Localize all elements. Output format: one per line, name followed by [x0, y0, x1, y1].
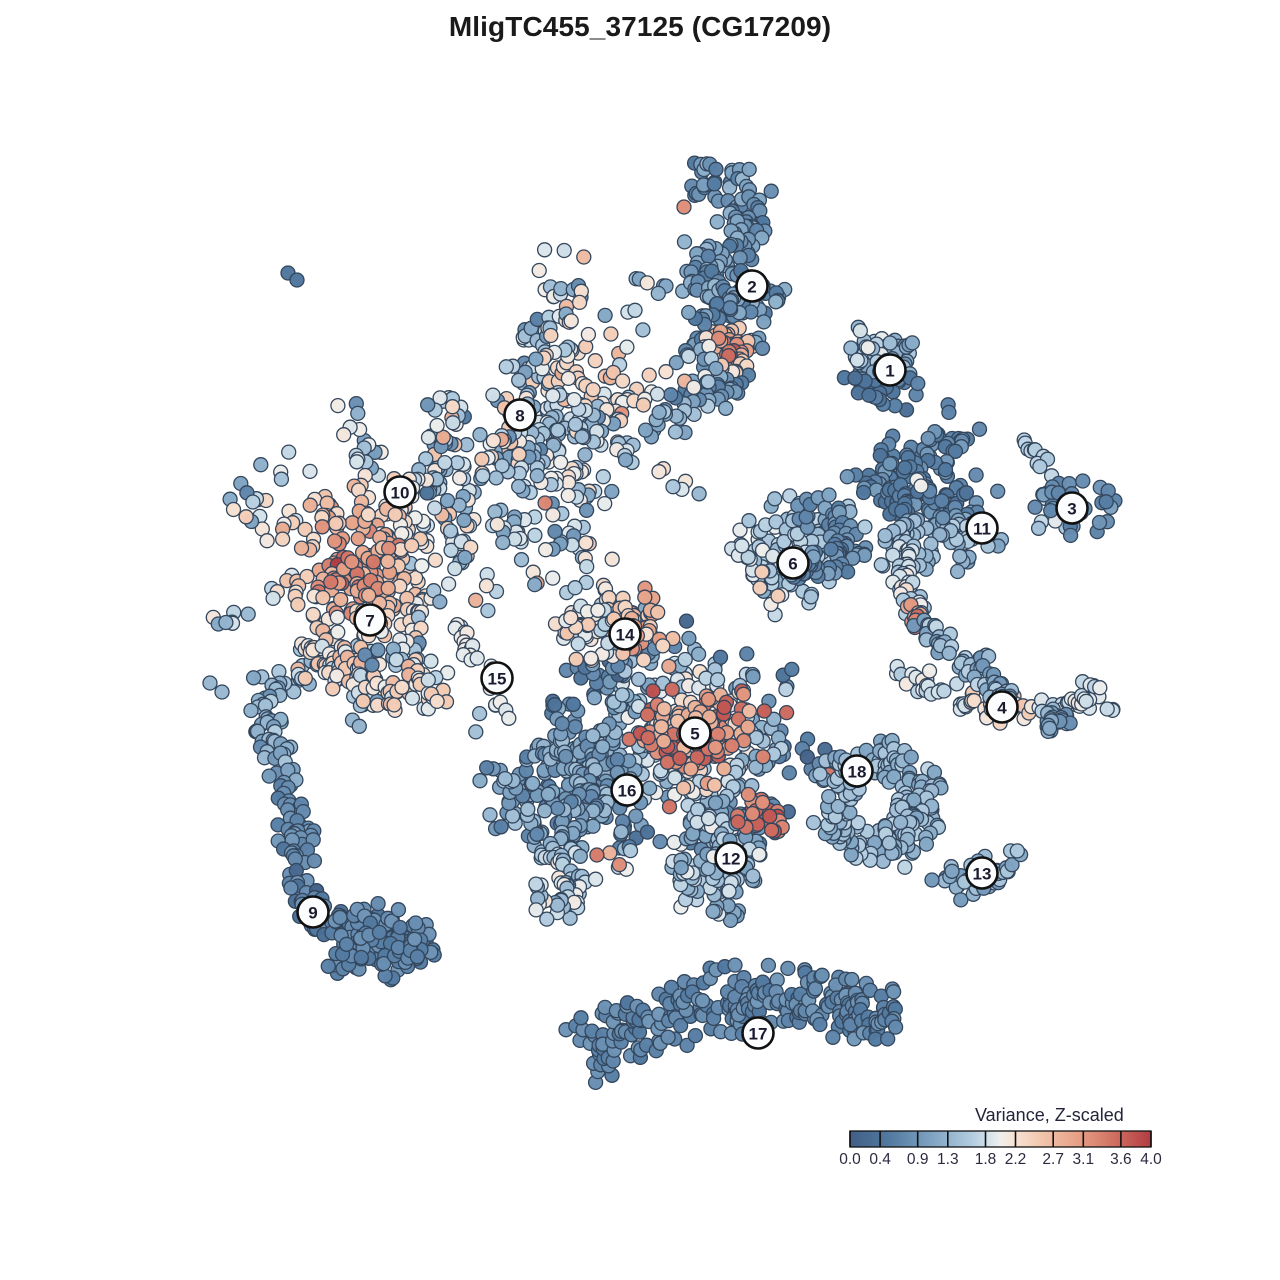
svg-text:18: 18 [848, 763, 867, 782]
svg-text:4: 4 [997, 699, 1007, 718]
svg-text:3.1: 3.1 [1073, 1151, 1095, 1168]
svg-text:5: 5 [690, 725, 699, 744]
svg-text:0.0: 0.0 [839, 1151, 861, 1168]
svg-text:17: 17 [749, 1025, 768, 1044]
svg-text:7: 7 [365, 612, 374, 631]
svg-text:3: 3 [1067, 500, 1076, 519]
svg-text:13: 13 [973, 865, 992, 884]
svg-text:Variance, Z-scaled: Variance, Z-scaled [975, 1105, 1124, 1125]
svg-text:16: 16 [618, 782, 637, 801]
svg-text:1: 1 [885, 362, 894, 381]
svg-text:0.4: 0.4 [869, 1151, 891, 1168]
svg-text:12: 12 [722, 850, 741, 869]
svg-text:0.9: 0.9 [907, 1151, 929, 1168]
svg-text:6: 6 [788, 555, 797, 574]
svg-text:2.7: 2.7 [1042, 1151, 1064, 1168]
svg-text:8: 8 [515, 407, 524, 426]
svg-text:2.2: 2.2 [1005, 1151, 1027, 1168]
svg-text:2: 2 [747, 278, 756, 297]
svg-text:9: 9 [308, 904, 317, 923]
svg-text:1.8: 1.8 [975, 1151, 997, 1168]
svg-text:15: 15 [488, 670, 507, 689]
svg-text:10: 10 [391, 484, 410, 503]
svg-text:14: 14 [616, 626, 635, 645]
svg-text:3.6: 3.6 [1110, 1151, 1132, 1168]
svg-text:11: 11 [973, 520, 991, 539]
svg-text:4.0: 4.0 [1140, 1151, 1162, 1168]
svg-text:1.3: 1.3 [937, 1151, 959, 1168]
